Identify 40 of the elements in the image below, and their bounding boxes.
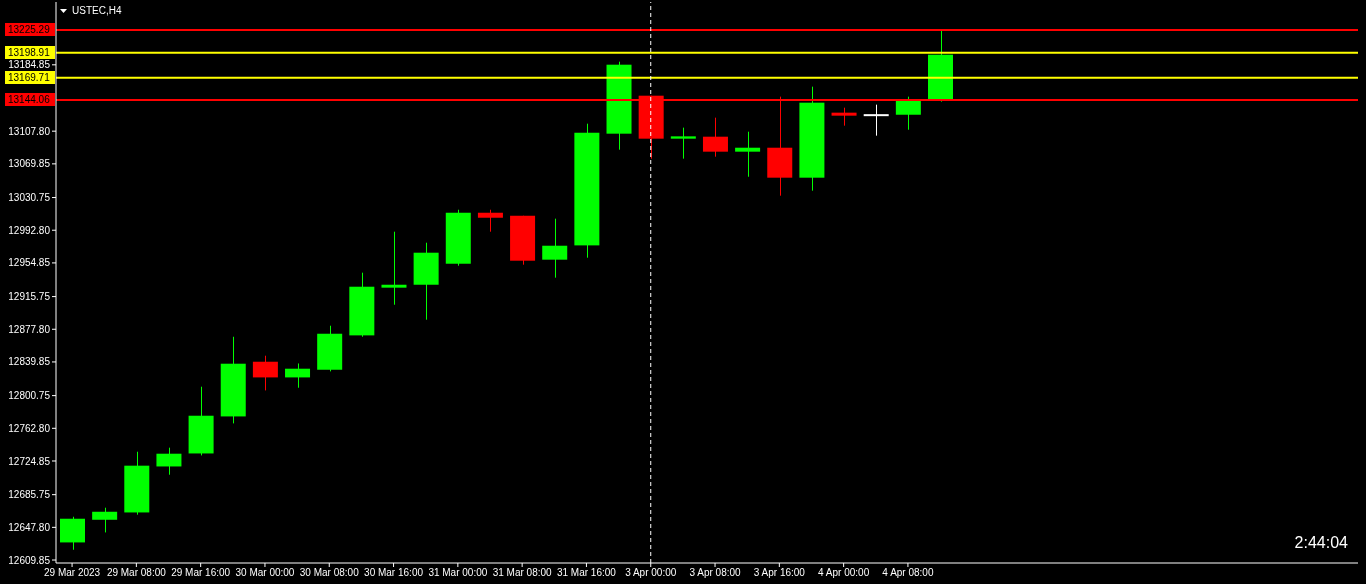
- y-tick-label: 12954.85: [8, 257, 51, 269]
- y-tick-label: 13107.80: [8, 125, 51, 137]
- x-tick-label: 3 Apr 08:00: [689, 567, 742, 579]
- y-tick-label: 12609.85: [8, 554, 51, 566]
- text: 2:44:04: [1294, 534, 1348, 552]
- x-tick-label: 3 Apr 16:00: [753, 567, 806, 579]
- x-tick-label: 29 Mar 16:00: [171, 567, 231, 579]
- ref-line-label: 13225.29: [5, 23, 55, 37]
- candlestick: [381, 231, 407, 306]
- x-tick-label: 4 Apr 08:00: [882, 567, 934, 579]
- y-tick-label: 13030.75: [8, 192, 51, 204]
- ref-line-label: 13144.06: [5, 93, 55, 107]
- x-tick-label: 30 Mar 00:00: [235, 567, 295, 579]
- ref-line-label: 13198.91: [5, 46, 55, 60]
- x-tick-label: 30 Mar 16:00: [364, 567, 424, 579]
- candlestick: [92, 507, 118, 533]
- y-tick-label: 12800.75: [8, 390, 51, 402]
- x-tick-label: 30 Mar 08:00: [299, 567, 360, 579]
- chart-title: USTEC,H4: [72, 5, 122, 17]
- x-tick-label: 4 Apr 00:00: [818, 567, 870, 579]
- ref-line-label: 13169.71: [5, 71, 55, 85]
- y-tick-label: 12992.80: [8, 224, 51, 236]
- y-tick-label: 12915.75: [8, 291, 51, 303]
- candlestick: [863, 104, 889, 137]
- x-tick-label: 31 Mar 00:00: [428, 567, 488, 579]
- candlestick: [735, 131, 761, 178]
- y-tick-label: 12647.80: [8, 521, 51, 533]
- x-tick-label: 3 Apr 00:00: [625, 567, 677, 579]
- candlestick: [670, 127, 696, 160]
- y-tick-label: 13184.85: [8, 59, 51, 71]
- y-tick-label: 12877.80: [8, 323, 51, 335]
- x-tick-label: 31 Mar 08:00: [492, 567, 553, 579]
- x-tick-label: 31 Mar 16:00: [556, 567, 617, 579]
- y-tick-label: 12762.80: [8, 422, 51, 434]
- x-tick-label: 29 Mar 08:00: [106, 567, 167, 579]
- y-tick-label: 12724.85: [8, 455, 51, 467]
- y-tick-label: 13069.85: [8, 158, 51, 170]
- y-tick-label: 12685.75: [8, 489, 51, 501]
- x-tick-label: 29 Mar 2023: [44, 567, 101, 579]
- y-tick-label: 12839.85: [8, 356, 51, 368]
